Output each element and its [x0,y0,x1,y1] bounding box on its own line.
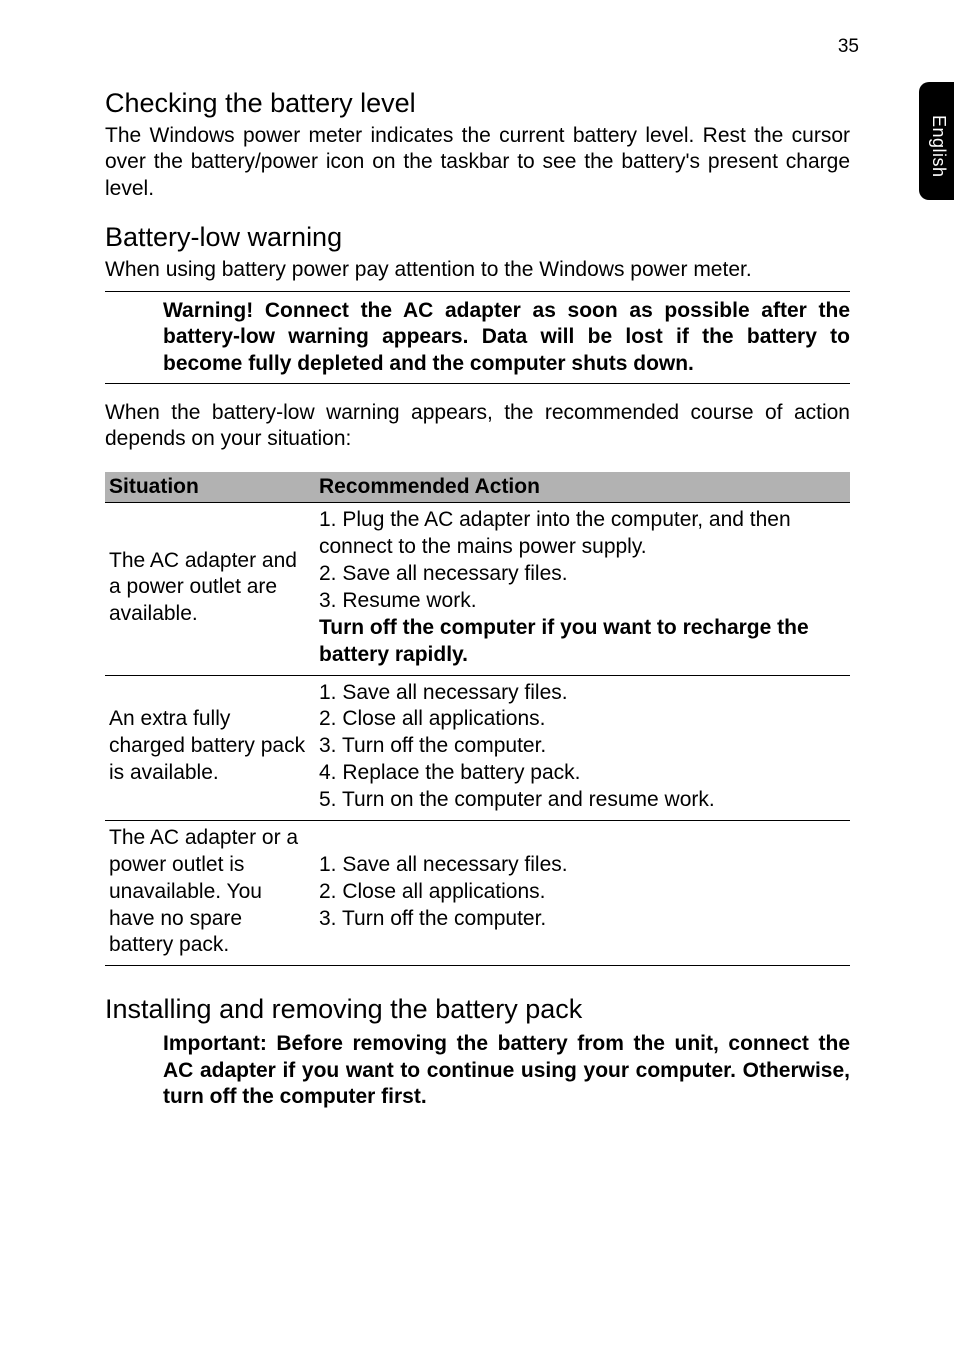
heading-install-remove: Installing and removing the battery pack [105,994,850,1025]
important-text: Important: Before removing the battery f… [163,1031,850,1110]
situation-table: Situation Recommended Action The AC adap… [105,472,850,966]
action-cell: 1. Plug the AC adapter into the computer… [315,503,850,675]
action-cell: 1. Save all necessary files. 2. Close al… [315,820,850,965]
paragraph-check-battery: The Windows power meter indicates the cu… [105,123,850,202]
action-line: 1. Save all necessary files. [319,853,568,876]
action-line: 1. Plug the AC adapter into the computer… [319,508,791,558]
table-header-action: Recommended Action [315,472,850,503]
table-row: The AC adapter or a power outlet is unav… [105,820,850,965]
table-row: The AC adapter and a power outlet are av… [105,503,850,675]
situation-cell: The AC adapter and a power outlet are av… [105,503,315,675]
action-line: 3. Turn off the computer. [319,734,546,757]
action-line: 3. Resume work. [319,589,477,612]
page-number: 35 [838,36,859,58]
action-line: 2. Close all applications. [319,707,545,730]
situation-cell: An extra fully charged battery pack is a… [105,675,315,820]
action-cell: 1. Save all necessary files. 2. Close al… [315,675,850,820]
important-block: Important: Before removing the battery f… [105,1031,850,1110]
warning-text: Warning! Connect the AC adapter as soon … [163,298,850,377]
table-header-situation: Situation [105,472,315,503]
action-line: 1. Save all necessary files. [319,681,568,704]
table-header-row: Situation Recommended Action [105,472,850,503]
heading-battery-low: Battery-low warning [105,222,850,253]
action-line: 4. Replace the battery pack. [319,761,581,784]
page-container: 35 English Checking the battery level Th… [0,0,954,1369]
paragraph-after-warning: When the battery-low warning appears, th… [105,400,850,453]
warning-block: Warning! Connect the AC adapter as soon … [105,291,850,384]
heading-check-battery: Checking the battery level [105,88,850,119]
action-line: 5. Turn on the computer and resume work. [319,788,715,811]
action-line: 2. Close all applications. [319,880,545,903]
action-line: 2. Save all necessary files. [319,562,568,585]
paragraph-battery-low-intro: When using battery power pay attention t… [105,257,850,283]
content-area: Checking the battery level The Windows p… [105,88,850,1110]
action-line-bold: Turn off the computer if you want to rec… [319,616,809,666]
table-row: An extra fully charged battery pack is a… [105,675,850,820]
language-tab: English [919,82,954,200]
action-line: 3. Turn off the computer. [319,907,546,930]
situation-cell: The AC adapter or a power outlet is unav… [105,820,315,965]
